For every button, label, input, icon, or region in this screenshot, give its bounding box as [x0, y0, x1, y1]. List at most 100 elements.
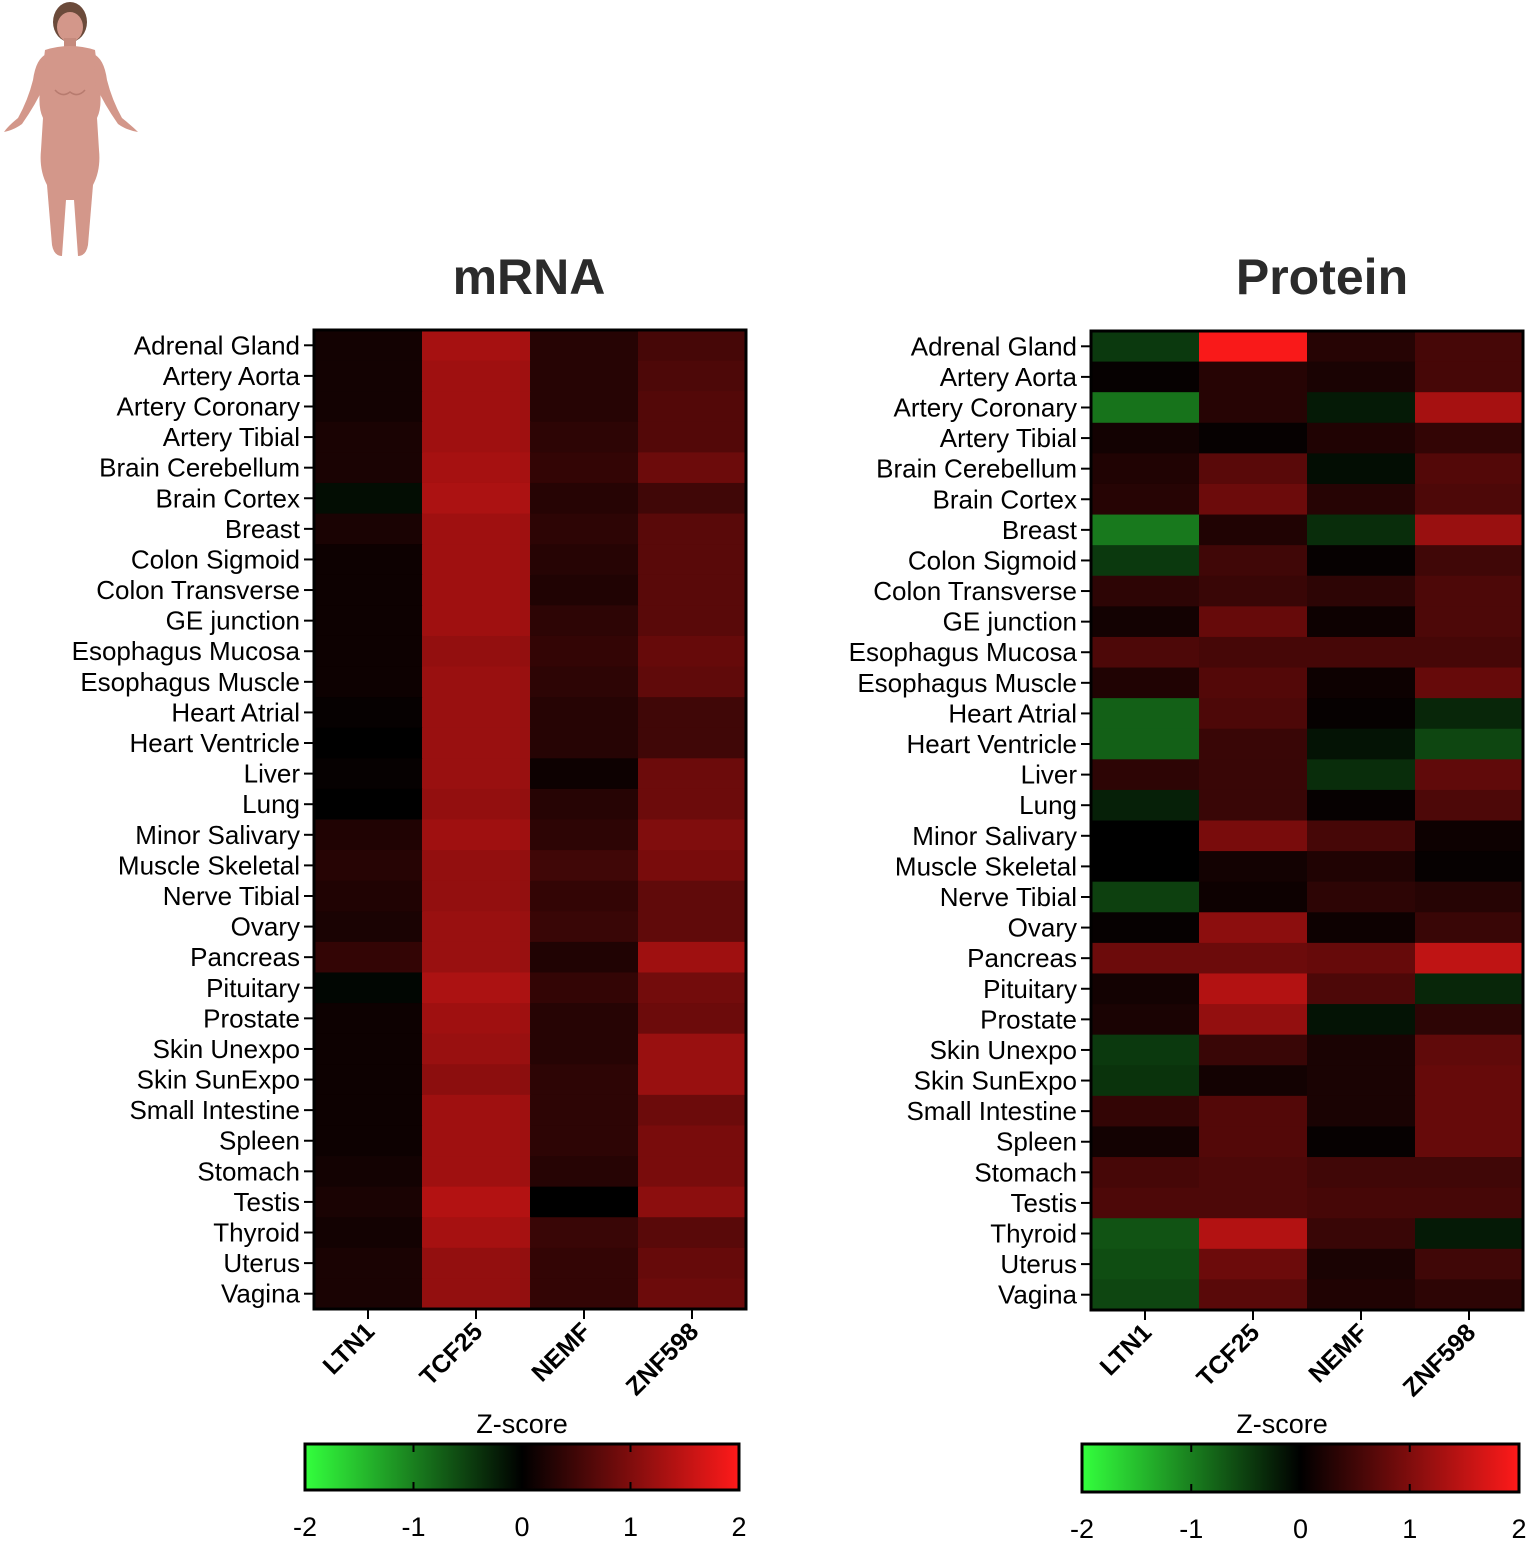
heatmap-cell-artery-coronary-znf598: [1415, 392, 1524, 424]
heatmap-cell-colon-sigmoid-ltn1: [1091, 545, 1200, 577]
heatmap-cell-spleen-nemf: [1307, 1126, 1416, 1158]
heatmap-cell-small-intestine-ltn1: [1091, 1095, 1200, 1128]
row-label-ovary: Ovary: [231, 912, 300, 942]
heatmap-cell-artery-tibial-znf598: [1415, 422, 1524, 454]
heatmap-cell-colon-sigmoid-znf598: [638, 544, 747, 576]
heatmap-cell-testis-nemf: [530, 1186, 639, 1218]
colorbar-tick-label: 1: [1402, 1514, 1417, 1542]
heatmap-cell-artery-coronary-tcf25: [422, 391, 531, 423]
heatmap-cell-testis-tcf25: [422, 1186, 531, 1218]
heatmap-cell-spleen-nemf: [530, 1125, 639, 1157]
row-label-artery-aorta: Artery Aorta: [940, 362, 1078, 392]
heatmap-cell-vagina-ltn1: [1091, 1279, 1200, 1311]
row-label-heart-ventricle: Heart Ventricle: [906, 729, 1077, 759]
heatmap-cell-liver-ltn1: [1091, 759, 1200, 791]
row-label-uterus: Uterus: [223, 1248, 300, 1278]
row-label-colon-sigmoid: Colon Sigmoid: [908, 545, 1077, 575]
row-label-uterus: Uterus: [1000, 1249, 1077, 1279]
heatmap-cell-skin-unexpo-znf598: [1415, 1034, 1524, 1066]
heatmap-cell-artery-tibial-ltn1: [1091, 422, 1200, 454]
heatmap-cell-nerve-tibial-znf598: [638, 880, 747, 912]
colorbar-tick-label: 0: [1293, 1514, 1308, 1542]
row-label-vagina: Vagina: [998, 1280, 1078, 1310]
heatmap-cell-thyroid-nemf: [1307, 1218, 1416, 1250]
colorbar-label-mrna: Z-score: [476, 1409, 568, 1439]
heatmap-cell-pancreas-ltn1: [1091, 942, 1200, 975]
row-label-nerve-tibial: Nerve Tibial: [163, 881, 300, 911]
heatmap-cell-heart-atrial-tcf25: [1199, 698, 1308, 730]
heatmap-cell-nerve-tibial-ltn1: [1091, 881, 1200, 913]
heatmap-cell-ovary-tcf25: [1199, 912, 1308, 944]
heatmap-cell-brain-cortex-znf598: [1415, 483, 1524, 516]
heatmap-cell-colon-sigmoid-znf598: [1415, 545, 1524, 577]
row-label-artery-coronary: Artery Coronary: [894, 392, 1078, 422]
heatmap-frame: [1089, 329, 1525, 1312]
row-label-vagina: Vagina: [221, 1279, 301, 1309]
heatmap-cell-ge-junction-tcf25: [1199, 606, 1308, 638]
row-label-colon-transverse: Colon Transverse: [96, 575, 300, 605]
row-label-artery-tibial: Artery Tibial: [163, 422, 300, 452]
row-label-heart-atrial: Heart Atrial: [171, 697, 300, 727]
row-label-prostate: Prostate: [203, 1003, 300, 1033]
row-label-brain-cortex: Brain Cortex: [933, 484, 1078, 514]
heatmap-cell-vagina-ltn1: [314, 1278, 423, 1310]
heatmap-cell-skin-sunexpo-znf598: [638, 1064, 747, 1096]
panel-title-protein: Protein: [1236, 249, 1408, 305]
heatmap-cell-artery-aorta-tcf25: [1199, 361, 1308, 393]
heatmap-cell-pancreas-znf598: [1415, 942, 1524, 975]
heatmap-cell-brain-cortex-tcf25: [422, 482, 531, 515]
heatmap-cell-colon-transverse-znf598: [638, 574, 747, 606]
row-label-spleen: Spleen: [219, 1126, 300, 1156]
heatmap-cell-pituitary-ltn1: [1091, 973, 1200, 1005]
row-label-esophagus-muscle: Esophagus Muscle: [857, 668, 1077, 698]
heatmap-cell-colon-transverse-tcf25: [1199, 575, 1308, 607]
heatmap-cell-vagina-nemf: [530, 1278, 639, 1310]
column-label-nemf: NEMF: [1303, 1318, 1373, 1388]
heatmap-cell-vagina-znf598: [638, 1278, 747, 1310]
heatmap-cell-small-intestine-nemf: [530, 1094, 639, 1127]
heatmap-cell-skin-unexpo-znf598: [638, 1033, 747, 1065]
heatmap-cell-colon-sigmoid-ltn1: [314, 544, 423, 576]
heatmap-cell-artery-tibial-tcf25: [1199, 422, 1308, 454]
row-label-minor-salivary: Minor Salivary: [912, 821, 1077, 851]
heatmap-cell-skin-sunexpo-tcf25: [1199, 1065, 1308, 1097]
row-label-esophagus-muscle: Esophagus Muscle: [80, 667, 300, 697]
heatmap-cell-heart-ventricle-nemf: [1307, 728, 1416, 760]
heatmap-cell-heart-atrial-znf598: [1415, 698, 1524, 730]
heatmap-cell-artery-aorta-nemf: [1307, 361, 1416, 393]
panel-title-mrna: mRNA: [453, 249, 606, 305]
heatmap-cell-heart-ventricle-tcf25: [422, 727, 531, 759]
heatmap-cell-breast-nemf: [530, 513, 639, 545]
heatmap-cell-prostate-ltn1: [314, 1003, 423, 1035]
heatmap-cell-pituitary-ltn1: [314, 972, 423, 1004]
heatmap-cell-minor-salivary-ltn1: [314, 819, 423, 851]
row-label-adrenal-gland: Adrenal Gland: [911, 331, 1077, 361]
heatmap-cell-small-intestine-nemf: [1307, 1095, 1416, 1128]
heatmap-cell-esophagus-mucosa-tcf25: [1199, 636, 1308, 669]
column-label-ltn1: LTN1: [1095, 1318, 1158, 1381]
heatmap-cell-ge-junction-nemf: [1307, 606, 1416, 638]
heatmap-cell-brain-cerebellum-znf598: [638, 452, 747, 484]
heatmap-cell-artery-aorta-ltn1: [314, 360, 423, 392]
heatmap-cell-muscle-skeletal-nemf: [530, 850, 639, 882]
heatmap-cell-adrenal-gland-ltn1: [1091, 331, 1200, 363]
heatmap-cell-liver-ltn1: [314, 758, 423, 790]
heatmap-cell-testis-ltn1: [1091, 1187, 1200, 1219]
heatmap-cell-brain-cortex-znf598: [638, 482, 747, 515]
heatmap-cell-heart-ventricle-ltn1: [314, 727, 423, 759]
row-label-pituitary: Pituitary: [983, 974, 1077, 1004]
row-label-liver: Liver: [244, 759, 301, 789]
heatmap-cell-esophagus-mucosa-ltn1: [314, 635, 423, 668]
row-label-stomach: Stomach: [974, 1157, 1077, 1187]
colorbar-protein: -2 -1 0 1 2: [1070, 1442, 1526, 1542]
heatmap-cell-artery-aorta-znf598: [1415, 361, 1524, 393]
heatmap-cell-pituitary-tcf25: [1199, 973, 1308, 1005]
heatmap-cell-ovary-nemf: [530, 911, 639, 943]
heatmap-cell-adrenal-gland-tcf25: [1199, 331, 1308, 363]
heatmap-cell-prostate-nemf: [530, 1003, 639, 1035]
heatmap-cell-muscle-skeletal-tcf25: [1199, 851, 1308, 883]
heatmap-cell-muscle-skeletal-nemf: [1307, 851, 1416, 883]
colorbar-tick-label: -2: [293, 1512, 317, 1542]
row-label-testis: Testis: [1011, 1188, 1077, 1218]
